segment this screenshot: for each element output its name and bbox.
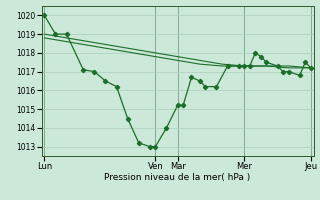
X-axis label: Pression niveau de la mer( hPa ): Pression niveau de la mer( hPa ) bbox=[104, 173, 251, 182]
